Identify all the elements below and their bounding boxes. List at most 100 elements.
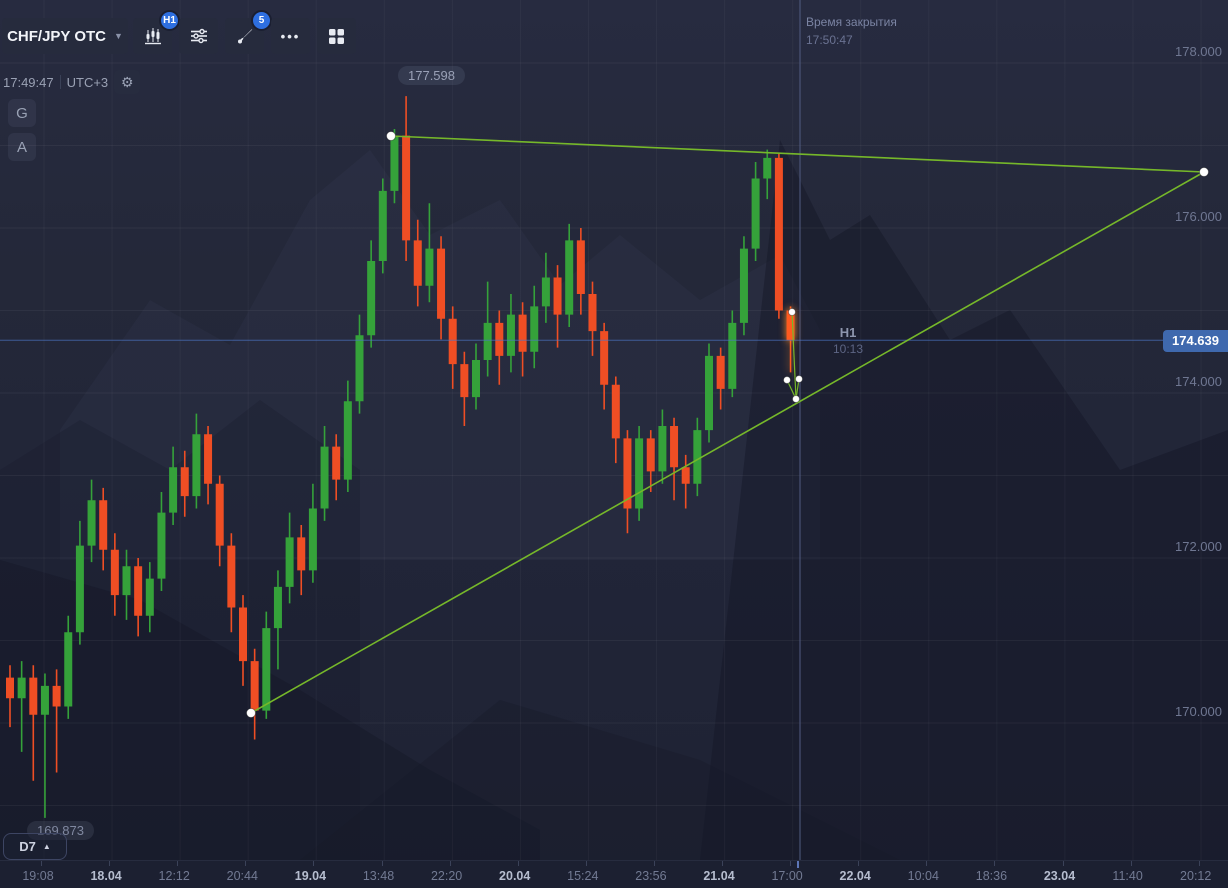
- x-axis-label: 10:04: [907, 869, 939, 883]
- high-price-pill: 177.598: [398, 66, 465, 85]
- candle: [425, 248, 434, 286]
- candle: [705, 355, 713, 431]
- triangle-pattern-drawing[interactable]: [250, 135, 1205, 714]
- chart-type-button[interactable]: H1: [133, 10, 180, 54]
- x-axis-label: 19.04: [294, 869, 327, 883]
- candle: [180, 467, 189, 497]
- candle: [6, 677, 14, 699]
- candle: [565, 240, 574, 315]
- trendline-upper[interactable]: [390, 135, 1205, 173]
- drawing-handle[interactable]: [792, 395, 800, 403]
- candle: [413, 240, 422, 286]
- x-axis-label: 11:40: [1112, 869, 1143, 883]
- candle: [739, 248, 748, 323]
- x-axis-label: 20.04: [499, 869, 531, 883]
- layouts-button[interactable]: [317, 18, 356, 54]
- brush-icon: [235, 26, 255, 46]
- layout-grid-icon: [327, 27, 346, 46]
- candle: [495, 322, 504, 356]
- x-axis-tick: [381, 861, 383, 866]
- candle: [250, 661, 259, 711]
- timeframe-badge: H1: [159, 10, 180, 31]
- candle: [763, 157, 772, 179]
- x-axis-tick: [449, 861, 451, 866]
- period-select-button[interactable]: D7 ▲: [3, 833, 67, 860]
- x-axis-tick: [926, 861, 928, 866]
- candle: [460, 364, 469, 398]
- candle: [437, 248, 446, 319]
- settings-button[interactable]: ⚙: [114, 70, 141, 94]
- x-axis-tick: [722, 861, 723, 866]
- drawing-tools-button[interactable]: 5: [225, 10, 272, 54]
- candle: [75, 545, 84, 633]
- symbol-selector-button[interactable]: CHF/JPY OTC ▼: [2, 18, 128, 54]
- x-axis-label: 15:24: [567, 869, 599, 883]
- a-button[interactable]: A: [8, 133, 36, 161]
- hover-time: 10:13: [832, 342, 864, 356]
- chart-canvas[interactable]: [0, 0, 1228, 860]
- current-price-badge: 174.639: [1163, 330, 1228, 352]
- x-axis-tick: [858, 861, 860, 866]
- candle: [87, 500, 96, 546]
- candle: [378, 190, 387, 261]
- x-axis-tick: [1062, 861, 1064, 866]
- x-axis-tick: [109, 861, 111, 866]
- period-label: D7: [19, 839, 36, 854]
- closing-time-value: 17:50:47: [806, 33, 853, 47]
- x-axis-label: 23.04: [1043, 869, 1076, 883]
- drawing-handle[interactable]: [386, 131, 396, 141]
- candle: [285, 537, 294, 587]
- x-axis-label: 22.04: [839, 869, 871, 883]
- candle: [611, 384, 620, 439]
- x-axis-tick: [177, 861, 179, 866]
- candle: [308, 508, 317, 571]
- candle: [390, 135, 399, 191]
- candle: [751, 178, 760, 249]
- candle: [29, 677, 38, 715]
- x-axis-tick: [245, 861, 247, 866]
- x-axis-tick: [1130, 861, 1132, 866]
- drawing-handle[interactable]: [1199, 167, 1209, 177]
- candle: [658, 426, 667, 472]
- candle: [623, 438, 632, 509]
- trendline-lower[interactable]: [250, 171, 1205, 714]
- chevron-down-icon: ▼: [113, 31, 123, 41]
- hover-timeframe-label: H1 10:13: [820, 324, 876, 358]
- candle: [367, 261, 376, 336]
- x-axis-label: 20:12: [1180, 869, 1212, 883]
- candle: [681, 467, 690, 484]
- candle: [355, 335, 364, 402]
- candle: [145, 578, 154, 616]
- candle: [52, 685, 61, 707]
- candle: [600, 331, 609, 385]
- drawing-handle[interactable]: [783, 376, 791, 384]
- candle: [670, 426, 679, 468]
- candle: [169, 467, 178, 513]
- candle: [402, 135, 411, 241]
- g-button[interactable]: G: [8, 99, 36, 127]
- more-tools-button[interactable]: •••: [271, 18, 310, 54]
- candle: [273, 586, 282, 629]
- x-axis-tick: [585, 861, 587, 866]
- drawing-handle[interactable]: [246, 708, 256, 718]
- closing-time-title: Время закрытия: [806, 15, 897, 29]
- drawing-handle[interactable]: [795, 375, 803, 383]
- x-axis-tick: [41, 861, 42, 866]
- candle: [553, 277, 562, 315]
- y-axis-label: 174.000: [1175, 374, 1222, 389]
- candlestick-chart-icon: [143, 26, 163, 46]
- drawing-handles[interactable]: [246, 131, 1209, 718]
- current-candle: [786, 310, 795, 341]
- candle: [215, 483, 224, 546]
- candle: [541, 277, 550, 307]
- indicators-button[interactable]: [179, 18, 218, 54]
- x-axis: 19:08 18.04 12:12 20:44 19.04 13:48 22:20 20.04…: [0, 860, 1228, 888]
- candle: [448, 318, 457, 365]
- x-axis-label: 17:00: [771, 869, 803, 883]
- candle: [192, 434, 201, 497]
- y-axis-label: 170.000: [1175, 704, 1222, 719]
- grid-lines: [0, 62, 1228, 806]
- drawing-handle[interactable]: [788, 308, 796, 316]
- x-axis-label: 18:36: [975, 869, 1008, 883]
- candle: [262, 628, 271, 711]
